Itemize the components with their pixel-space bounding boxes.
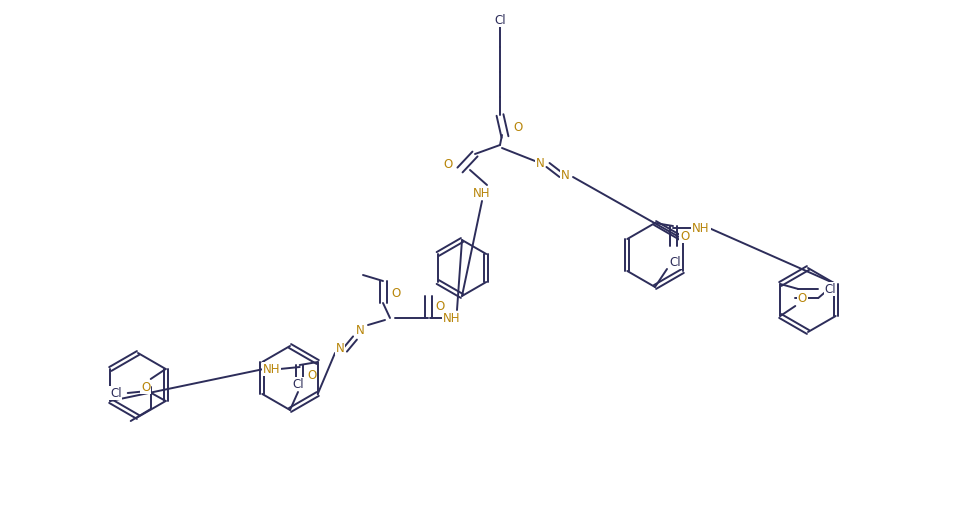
Text: O: O xyxy=(435,299,445,313)
Text: NH: NH xyxy=(443,312,460,324)
Text: NH: NH xyxy=(263,362,280,376)
Text: Cl: Cl xyxy=(494,13,505,27)
Text: O: O xyxy=(513,121,523,133)
Text: O: O xyxy=(141,381,151,393)
Text: O: O xyxy=(680,229,690,243)
Text: NH: NH xyxy=(692,221,710,235)
Text: Cl: Cl xyxy=(110,386,122,400)
Text: N: N xyxy=(356,323,364,337)
Text: N: N xyxy=(561,169,570,181)
Text: NH: NH xyxy=(473,187,491,199)
Text: N: N xyxy=(336,341,344,355)
Text: O: O xyxy=(307,368,316,382)
Text: O: O xyxy=(798,291,807,305)
Text: O: O xyxy=(443,157,453,171)
Text: N: N xyxy=(536,156,545,170)
Text: Cl: Cl xyxy=(292,378,304,390)
Text: Cl: Cl xyxy=(669,256,681,268)
Text: O: O xyxy=(391,287,401,299)
Text: Cl: Cl xyxy=(825,283,836,295)
